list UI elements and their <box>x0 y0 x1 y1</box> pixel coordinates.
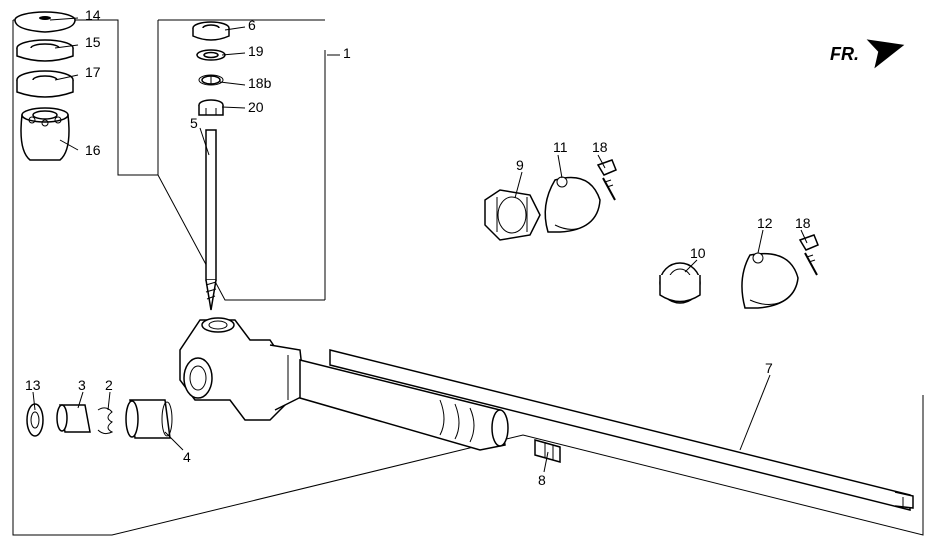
label-14: 14 <box>85 7 101 23</box>
label-10: 10 <box>690 245 706 261</box>
label-5: 5 <box>190 115 198 131</box>
part-17 <box>17 71 73 97</box>
label-2: 2 <box>105 377 113 393</box>
part-18a <box>598 160 616 200</box>
fr-arrow-icon <box>867 30 909 68</box>
label-20: 19 <box>248 43 264 59</box>
part-12 <box>742 253 798 308</box>
label-18b: 18 <box>795 215 811 231</box>
part-15 <box>17 40 73 61</box>
gearbox-housing <box>180 318 305 420</box>
exploded-diagram: FR. <box>0 0 951 554</box>
part-2 <box>98 408 112 434</box>
fr-indicator: FR. <box>830 30 908 68</box>
part-5 <box>206 130 216 310</box>
label-8: 8 <box>538 472 546 488</box>
part-11 <box>545 177 600 232</box>
label-15: 15 <box>85 34 101 50</box>
label-21: 20 <box>248 99 264 115</box>
label-9: 9 <box>516 157 524 173</box>
label-12: 12 <box>757 215 773 231</box>
part-20 <box>197 50 225 60</box>
part-6 <box>193 22 229 40</box>
label-4: 4 <box>183 449 191 465</box>
part-16 <box>21 108 69 160</box>
label-17: 17 <box>85 64 101 80</box>
label-19: 18b <box>248 75 272 91</box>
label-11: 11 <box>553 139 568 155</box>
part-14 <box>15 12 75 32</box>
part-18b <box>800 235 818 275</box>
part-19 <box>199 75 223 85</box>
part-9 <box>485 190 540 240</box>
part-10 <box>660 263 700 303</box>
label-13: 13 <box>25 377 41 393</box>
part-3 <box>57 405 90 432</box>
part-21 <box>199 100 223 115</box>
label-7: 7 <box>765 360 773 376</box>
fr-text: FR. <box>830 44 859 64</box>
label-6: 6 <box>248 17 256 33</box>
label-16: 16 <box>85 142 101 158</box>
label-18a: 18 <box>592 139 608 155</box>
label-1: 1 <box>343 45 351 61</box>
label-3: 3 <box>78 377 86 393</box>
